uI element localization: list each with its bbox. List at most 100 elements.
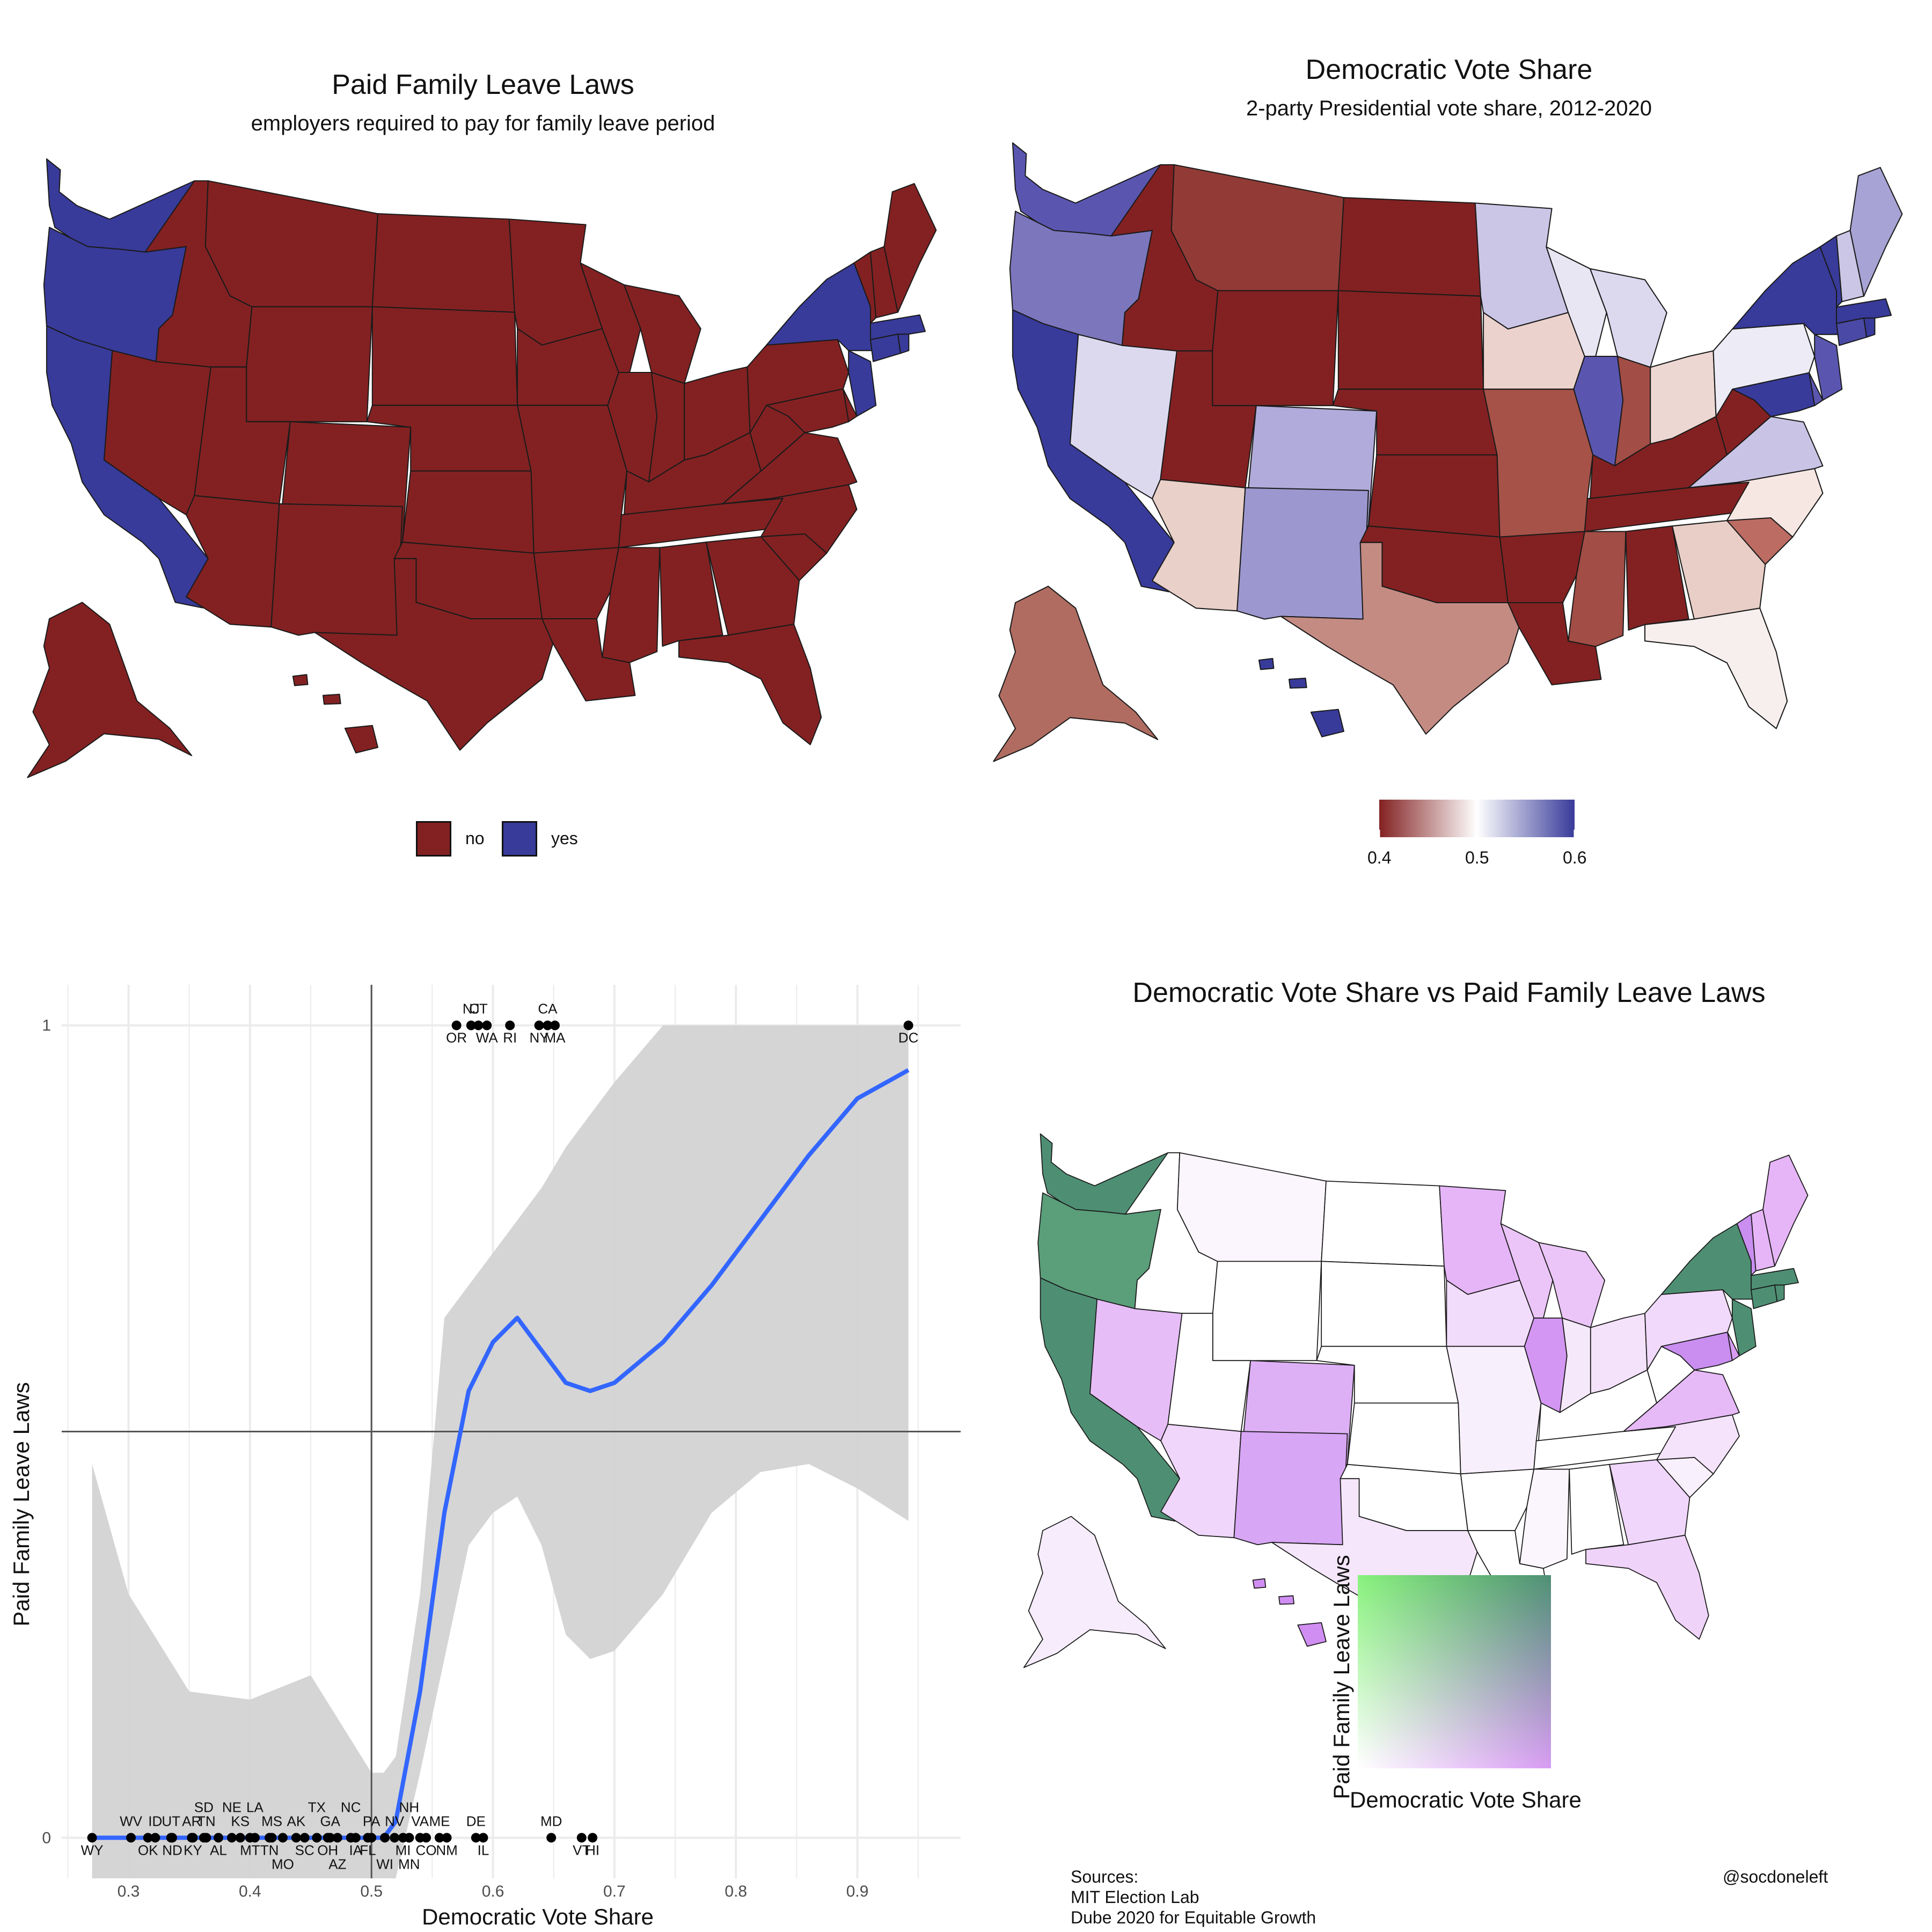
panel1-legend: no yes <box>416 821 631 859</box>
point-label-az: AZ <box>328 1856 346 1872</box>
point-mo <box>277 1833 288 1843</box>
point-label-mi: MI <box>396 1842 411 1858</box>
point-nv <box>390 1833 400 1843</box>
point-label-tx: TX <box>308 1799 326 1815</box>
point-label-ks: KS <box>231 1813 250 1829</box>
point-label-tn: TN <box>197 1813 216 1829</box>
smooth-fit-line <box>92 1068 910 1840</box>
bivariate-legend <box>1358 1575 1551 1768</box>
point-wa <box>482 1020 492 1030</box>
state-ar <box>1460 1468 1535 1531</box>
state-hi <box>1278 1595 1295 1605</box>
state-ia <box>517 328 619 406</box>
x-tick-label: 0.9 <box>846 1883 869 1900</box>
x-tick-label: 0.4 <box>239 1883 261 1900</box>
state-ia <box>1446 1279 1535 1347</box>
point-label-nh: NH <box>399 1799 420 1815</box>
bivariate-legend-xlabel: Democratic Vote Share <box>1350 1787 1582 1812</box>
point-label-ca: CA <box>538 1001 558 1017</box>
point-ri <box>505 1020 515 1030</box>
point-tn <box>265 1833 275 1843</box>
state-mt <box>1176 1152 1327 1262</box>
point-il <box>478 1833 488 1843</box>
point-label-ar: AR <box>182 1813 201 1829</box>
point-ny <box>534 1020 544 1030</box>
point-label-ia: IA <box>349 1842 362 1858</box>
point-label-pa: PA <box>363 1813 380 1829</box>
state-ak <box>993 586 1159 762</box>
point-label-ne: NE <box>222 1799 241 1815</box>
us-states-paid-leave <box>27 158 937 778</box>
state-me <box>1849 167 1903 297</box>
point-wi <box>380 1833 390 1843</box>
point-label-ct: CT <box>469 1001 488 1017</box>
scatter-axis-ticks: 0.3 0.4 0.5 0.6 0.7 0.8 0.9 0 1 <box>42 1017 868 1900</box>
state-sd <box>1337 290 1484 390</box>
source-mit: MIT Election Lab <box>1071 1887 1199 1907</box>
point-label-ky: KY <box>184 1842 202 1858</box>
us-states-bivariate <box>1023 1133 1809 1668</box>
point-label-wa: WA <box>476 1030 499 1046</box>
vote-share-colorbar <box>1379 800 1576 837</box>
point-tn <box>201 1833 211 1843</box>
point-label-nc: NC <box>341 1799 361 1815</box>
point-label-hi: HI <box>586 1842 599 1858</box>
confidence-ribbon <box>92 1025 909 1878</box>
point-label-va: VA <box>411 1813 429 1829</box>
colorbar-tick-0.4: 0.4 <box>1367 848 1392 867</box>
state-hi <box>1288 677 1307 689</box>
point-de <box>471 1833 481 1843</box>
point-label-or: OR <box>446 1030 467 1046</box>
state-nj <box>1731 1298 1757 1357</box>
point-la <box>250 1833 260 1843</box>
point-wv <box>126 1833 136 1843</box>
panel-bivariate-map: Democratic Vote Share vs Paid Family Lea… <box>966 966 1932 1932</box>
state-hi <box>292 674 309 686</box>
point-hi <box>588 1833 598 1843</box>
point-id <box>150 1833 160 1843</box>
state-ak <box>27 602 193 778</box>
point-label-nj: NJ <box>463 1001 480 1017</box>
state-wy <box>1212 290 1339 406</box>
point-label-wy: WY <box>81 1842 104 1858</box>
vote-share-map <box>993 142 1903 762</box>
point-label-il: IL <box>478 1842 489 1858</box>
state-nm <box>1236 487 1369 620</box>
state-nj <box>848 350 877 417</box>
point-tx <box>312 1833 322 1843</box>
scatter-points <box>87 1020 913 1843</box>
point-mn <box>404 1833 414 1843</box>
point-ak <box>291 1833 301 1843</box>
point-label-nv: NV <box>385 1813 405 1829</box>
point-label-ri: RI <box>503 1030 517 1046</box>
point-label-ga: GA <box>320 1813 340 1829</box>
point-me <box>434 1833 444 1843</box>
credit-handle: @socdoneleft <box>1723 1867 1828 1886</box>
y-tick-label: 1 <box>42 1017 51 1035</box>
point-dc <box>903 1020 913 1030</box>
x-axis-title: Democratic Vote Share <box>422 1904 654 1929</box>
legend-label-yes: yes <box>551 829 578 848</box>
point-oh <box>323 1833 333 1843</box>
point-label-wi: WI <box>376 1856 393 1872</box>
point-nm <box>442 1833 452 1843</box>
point-or <box>451 1020 462 1030</box>
state-ga <box>1609 1459 1690 1546</box>
colorbar-tick-0.5: 0.5 <box>1465 848 1489 867</box>
panel-vote-share-map: Democratic Vote Share 2-party Presidenti… <box>966 0 1932 966</box>
point-label-vt: VT <box>573 1842 590 1858</box>
point-label-oh: OH <box>317 1842 338 1858</box>
point-label-al: AL <box>210 1842 227 1858</box>
bivariate-map <box>1023 1133 1809 1668</box>
state-md <box>1660 1331 1733 1371</box>
state-nd <box>1337 197 1482 297</box>
point-label-de: DE <box>466 1813 486 1829</box>
point-ma <box>550 1020 560 1030</box>
point-label-mt: MT <box>240 1842 260 1858</box>
point-nd <box>167 1833 177 1843</box>
state-mo <box>517 405 628 554</box>
point-label-mo: MO <box>272 1856 294 1872</box>
point-ne <box>226 1833 237 1843</box>
point-label-wv: WV <box>120 1813 143 1829</box>
